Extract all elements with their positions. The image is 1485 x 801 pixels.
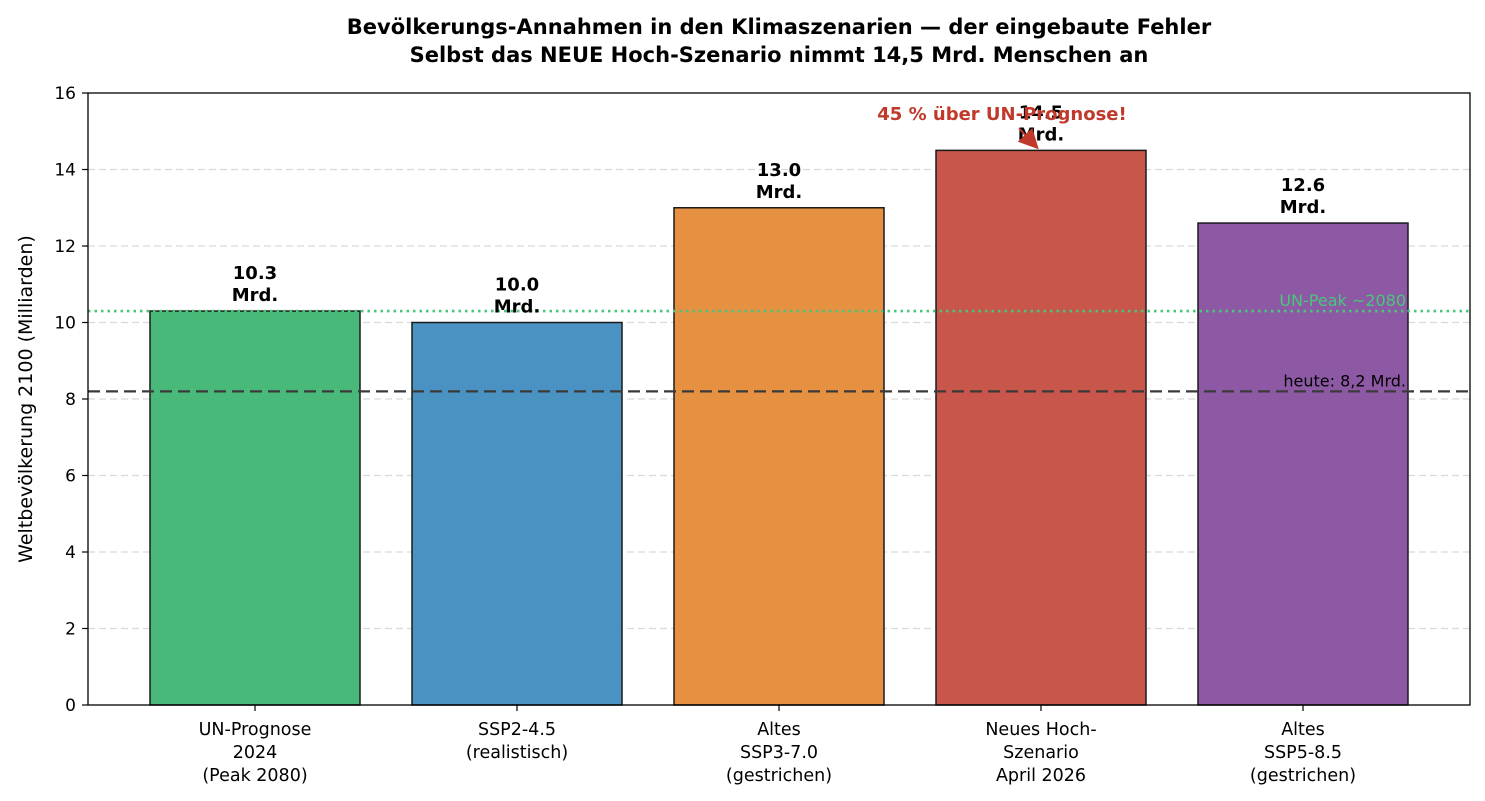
annotation-arrow bbox=[1017, 127, 1039, 150]
x-tick-label-line: Neues Hoch- bbox=[985, 720, 1096, 740]
value-label-3: 13.0 Mrd. bbox=[756, 160, 803, 203]
x-axis: UN-Prognose 2024 (Peak 2080) SSP2-4.5 (reali… bbox=[199, 705, 1356, 786]
y-tick-label: 6 bbox=[65, 467, 76, 487]
x-tick-label-1: UN-Prognose 2024 (Peak 2080) bbox=[199, 720, 312, 786]
value-label-line: Mrd. bbox=[756, 182, 803, 203]
x-tick-label-line: SSP5-8.5 bbox=[1264, 743, 1342, 763]
value-label-2: 10.0 Mrd. bbox=[494, 275, 541, 318]
value-label-line: 12.6 bbox=[1281, 175, 1325, 196]
x-tick-label-line: 2024 bbox=[233, 743, 278, 763]
x-tick-label-4: Neues Hoch- Szenario April 2026 bbox=[985, 720, 1096, 786]
y-tick-label: 2 bbox=[65, 620, 76, 640]
value-label-5: 12.6 Mrd. bbox=[1280, 175, 1327, 218]
bars-group bbox=[149, 149, 1409, 706]
x-tick-label-line: April 2026 bbox=[996, 766, 1086, 786]
reference-line-label-1: UN-Peak ~2080 bbox=[1279, 291, 1406, 310]
value-label-line: Mrd. bbox=[1280, 197, 1327, 218]
value-label-line: Mrd. bbox=[232, 285, 279, 306]
x-tick-label-2: SSP2-4.5 (realistisch) bbox=[466, 720, 568, 763]
x-tick-label-line: (realistisch) bbox=[466, 743, 568, 763]
reference-lines: UN-Peak ~2080 heute: 8,2 Mrd. bbox=[88, 291, 1470, 393]
x-tick-label-5: Altes SSP5-8.5 (gestrichen) bbox=[1250, 720, 1356, 786]
x-tick-label-3: Altes SSP3-7.0 (gestrichen) bbox=[726, 720, 832, 786]
value-label-line: Mrd. bbox=[494, 297, 541, 318]
x-tick-label-line: SSP2-4.5 bbox=[478, 720, 556, 740]
bar-5 bbox=[1197, 222, 1409, 706]
annotation-group: 45 % über UN-Prognose! bbox=[877, 104, 1127, 150]
x-tick-label-line: SSP3-7.0 bbox=[740, 743, 818, 763]
bar-3 bbox=[673, 207, 885, 706]
value-label-1: 10.3 Mrd. bbox=[232, 263, 279, 306]
bar-1 bbox=[149, 310, 361, 706]
x-tick-label-line: (gestrichen) bbox=[726, 766, 832, 786]
value-label-line: 13.0 bbox=[757, 160, 801, 181]
value-label-line: 14.5 bbox=[1019, 102, 1063, 123]
chart-title-line-2: Selbst das NEUE Hoch-Szenario nimmt 14,5… bbox=[410, 43, 1149, 67]
value-labels: 10.3 Mrd.10.0 Mrd.13.0 Mrd.14.5 Mrd.12.6 Mrd. bbox=[232, 102, 1327, 317]
x-tick-label-line: UN-Prognose bbox=[199, 720, 312, 740]
y-tick-label: 4 bbox=[65, 543, 76, 563]
annotation-text: 45 % über UN-Prognose! bbox=[877, 104, 1126, 125]
value-label-line: 10.0 bbox=[495, 275, 539, 296]
reference-line-label-2: heute: 8,2 Mrd. bbox=[1283, 371, 1406, 390]
chart-title-line-1: Bevölkerungs-Annahmen in den Klimaszenar… bbox=[347, 15, 1212, 39]
y-axis: 0 2 4 6 8 10 12 14 16 bbox=[54, 84, 88, 716]
x-tick-label-line: Altes bbox=[1281, 720, 1325, 740]
value-label-line: 10.3 bbox=[233, 263, 277, 284]
x-tick-label-line: (Peak 2080) bbox=[202, 766, 307, 786]
bar-4 bbox=[935, 149, 1147, 706]
y-tick-label: 16 bbox=[54, 84, 76, 104]
x-tick-label-line: Szenario bbox=[1003, 743, 1079, 763]
x-tick-label-line: Altes bbox=[757, 720, 801, 740]
y-tick-label: 8 bbox=[65, 390, 76, 410]
y-tick-label: 14 bbox=[54, 161, 76, 181]
y-axis-label: Weltbevölkerung 2100 (Milliarden) bbox=[15, 235, 37, 563]
y-tick-label: 12 bbox=[54, 237, 76, 257]
bar-2 bbox=[411, 321, 623, 706]
y-tick-label: 0 bbox=[65, 696, 76, 716]
y-tick-label: 10 bbox=[54, 314, 76, 334]
x-tick-label-line: (gestrichen) bbox=[1250, 766, 1356, 786]
